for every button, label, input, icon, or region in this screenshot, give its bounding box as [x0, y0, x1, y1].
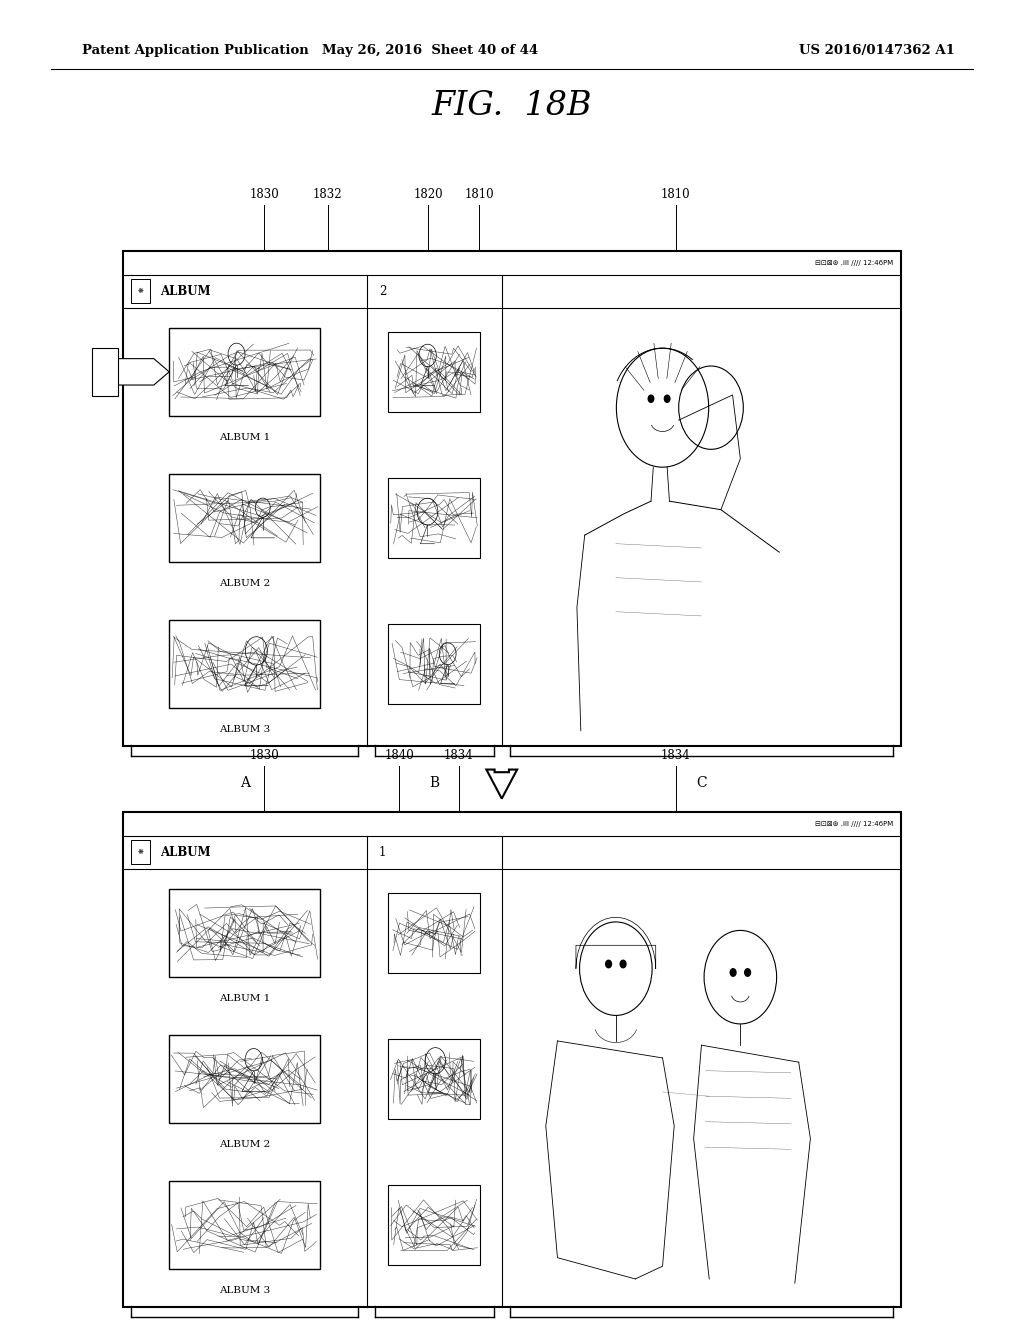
Bar [169, 888, 321, 977]
Circle shape [648, 395, 653, 403]
Circle shape [730, 969, 736, 977]
Circle shape [621, 960, 626, 968]
Text: ❋: ❋ [137, 288, 143, 294]
Bar [131, 840, 150, 865]
Text: B: B [429, 776, 439, 791]
Bar [388, 331, 480, 412]
Text: C: C [696, 776, 707, 791]
Text: 1830: 1830 [249, 748, 280, 762]
Bar [123, 812, 901, 1307]
Text: ALBUM 3: ALBUM 3 [219, 725, 270, 734]
Bar [169, 1181, 321, 1269]
Text: 1: 1 [379, 846, 386, 858]
Text: 1832: 1832 [313, 187, 342, 201]
Text: ALBUM 2: ALBUM 2 [219, 1140, 270, 1148]
Text: ❋: ❋ [137, 849, 143, 855]
Text: ALBUM 2: ALBUM 2 [219, 579, 270, 587]
Polygon shape [118, 359, 169, 385]
Circle shape [605, 960, 611, 968]
Text: ALBUM 1: ALBUM 1 [219, 994, 270, 1003]
Text: US 2016/0147362 A1: US 2016/0147362 A1 [799, 44, 954, 57]
Polygon shape [92, 348, 118, 396]
Bar [388, 1185, 480, 1265]
Text: 1834: 1834 [443, 748, 474, 762]
Text: 1834: 1834 [660, 748, 691, 762]
Text: ALBUM 1: ALBUM 1 [219, 433, 270, 442]
Text: 2: 2 [379, 285, 386, 297]
Text: ALBUM: ALBUM [160, 285, 210, 297]
Text: FIG.  18B: FIG. 18B [432, 90, 592, 121]
Polygon shape [486, 770, 517, 799]
Text: 1830: 1830 [249, 187, 280, 201]
Text: May 26, 2016  Sheet 40 of 44: May 26, 2016 Sheet 40 of 44 [322, 44, 539, 57]
Text: ALBUM 3: ALBUM 3 [219, 1286, 270, 1295]
Bar [388, 1039, 480, 1119]
Text: ⊟⊡⊠⊛ .ill //// 12:46PM: ⊟⊡⊠⊛ .ill //// 12:46PM [815, 821, 893, 826]
Bar [169, 1035, 321, 1123]
Bar [169, 620, 321, 708]
Text: 1810: 1810 [465, 187, 494, 201]
Bar [123, 251, 901, 746]
Text: 1840: 1840 [384, 748, 415, 762]
Circle shape [665, 395, 670, 403]
Bar [388, 892, 480, 973]
Bar [388, 478, 480, 558]
Circle shape [744, 969, 751, 977]
Text: 1810: 1810 [662, 187, 690, 201]
Bar [131, 279, 150, 304]
Text: 1820: 1820 [414, 187, 442, 201]
Bar [169, 474, 321, 562]
Text: Patent Application Publication: Patent Application Publication [82, 44, 308, 57]
Text: A: A [240, 776, 250, 791]
Bar [388, 624, 480, 704]
Bar [169, 327, 321, 416]
Text: ⊟⊡⊠⊛ .ill //// 12:46PM: ⊟⊡⊠⊛ .ill //// 12:46PM [815, 260, 893, 265]
Text: ALBUM: ALBUM [160, 846, 210, 858]
